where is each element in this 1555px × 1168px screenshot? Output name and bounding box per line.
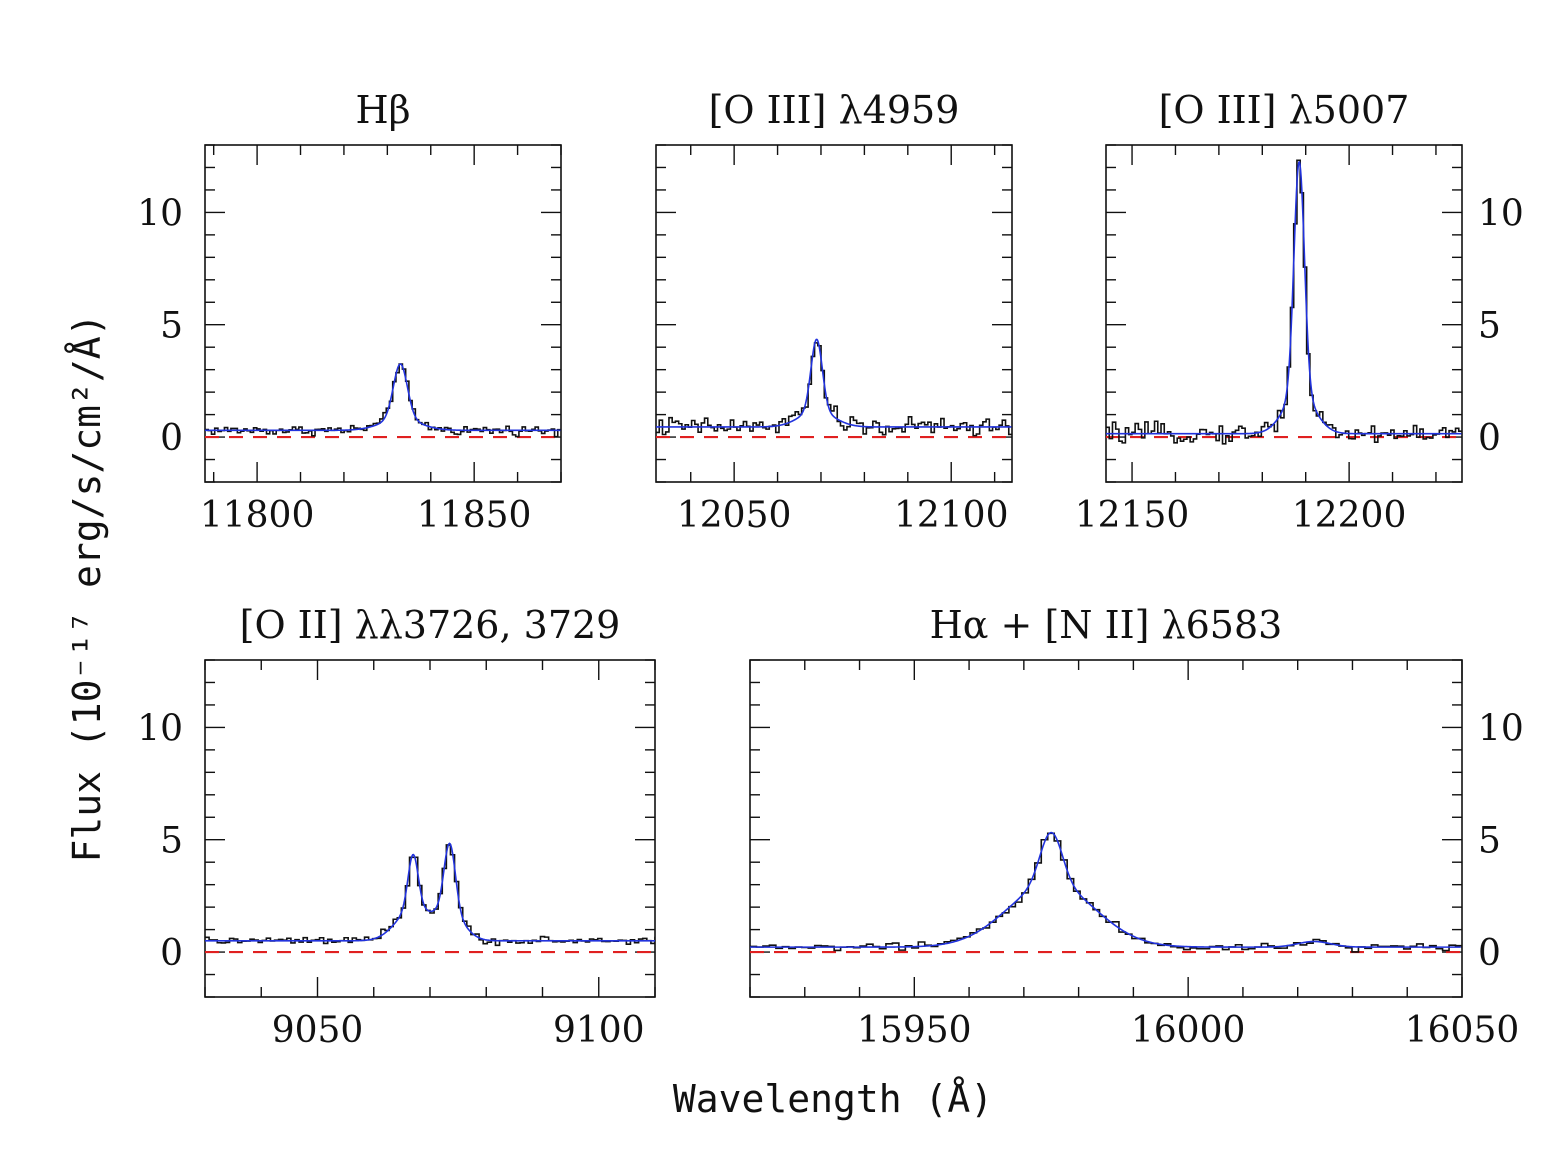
y-tick-label: 5: [1478, 306, 1501, 347]
y-tick-label: 0: [1478, 418, 1501, 459]
x-tick-label: 16000: [1131, 1010, 1246, 1051]
y-tick-label: 0: [160, 933, 183, 974]
y-tick-label: 10: [1478, 708, 1524, 749]
model-fit-series: [656, 338, 1012, 428]
x-tick-label: 12150: [1075, 495, 1190, 536]
spectrum-data-series: [1106, 159, 1462, 445]
x-tick-label: 11850: [417, 495, 532, 536]
panel-frame: [204, 659, 656, 998]
spectrum-data-series: [205, 844, 655, 947]
model-fit-series: [205, 842, 655, 942]
panel-title: [O III] λ4959: [709, 88, 960, 132]
panel-frame: [749, 659, 1463, 998]
y-tick-label: 5: [160, 306, 183, 347]
y-tick-label: 10: [1478, 193, 1524, 234]
y-tick-label: 0: [1478, 933, 1501, 974]
y-tick-label: 10: [137, 193, 183, 234]
x-tick-label: 15950: [857, 1010, 972, 1051]
x-axis-label: Wavelength (Å): [673, 1077, 993, 1121]
x-tick-label: 9100: [553, 1010, 645, 1051]
panel-title: Hβ: [355, 88, 410, 132]
model-fit-series: [750, 831, 1461, 948]
panel-frame: [655, 144, 1013, 483]
spectrum-data-series: [205, 363, 561, 438]
model-fit-series: [205, 363, 561, 432]
panel-frame: [1105, 144, 1463, 483]
spectrum-data-series: [656, 342, 1012, 437]
y-tick-label: 5: [160, 821, 183, 862]
x-tick-label: 12200: [1292, 495, 1407, 536]
model-fit-series: [1106, 160, 1462, 435]
y-tick-label: 10: [137, 708, 183, 749]
x-tick-label: 12050: [677, 495, 792, 536]
panel-title: [O III] λ5007: [1159, 88, 1410, 132]
panel-oii3727: [O II] λλ3726, 3729 0 5 10 9050 9100: [137, 603, 656, 1051]
panel-hbeta: Hβ 0 5 10 11800 11850: [137, 88, 562, 536]
panel-title: [O II] λλ3726, 3729: [240, 603, 621, 647]
panel-frame: [204, 144, 562, 483]
x-tick-label: 11800: [200, 495, 315, 536]
panel-oiii5007: [O III] λ5007 0 5 10 12150 12200: [1075, 88, 1524, 536]
y-tick-label: 5: [1478, 821, 1501, 862]
panel-title: Hα + [N II] λ6583: [930, 603, 1283, 647]
panel-halpha: Hα + [N II] λ6583 0 5 10 15950 16000 16050: [749, 603, 1524, 1051]
panel-oiii4959: [O III] λ4959 12050 12100: [655, 88, 1013, 536]
x-tick-label: 9050: [272, 1010, 364, 1051]
y-tick-label: 0: [160, 418, 183, 459]
x-tick-label: 16050: [1405, 1010, 1520, 1051]
y-axis-label: Flux (10⁻¹⁷ erg/s/cm²/Å): [65, 313, 109, 862]
x-tick-label: 12100: [894, 495, 1009, 536]
spectrum-data-series: [750, 832, 1462, 953]
